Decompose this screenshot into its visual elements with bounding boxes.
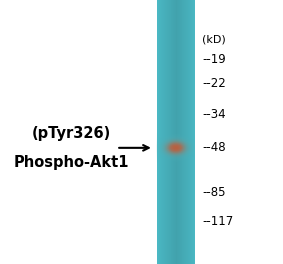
Bar <box>190 0 191 264</box>
Text: --19: --19 <box>202 53 226 66</box>
Bar <box>191 0 192 264</box>
Bar <box>161 0 162 264</box>
Bar <box>156 0 158 264</box>
Text: --48: --48 <box>202 141 226 154</box>
Bar <box>178 0 179 264</box>
Text: --85: --85 <box>202 186 226 199</box>
Bar <box>156 0 196 264</box>
Bar <box>168 0 169 264</box>
Text: Phospho-Akt1: Phospho-Akt1 <box>14 155 130 170</box>
Bar <box>183 0 184 264</box>
Bar <box>185 0 186 264</box>
Bar <box>172 0 173 264</box>
Bar <box>169 0 170 264</box>
Bar <box>188 0 189 264</box>
Bar <box>177 0 178 264</box>
Bar <box>162 0 163 264</box>
Bar <box>180 0 181 264</box>
Bar <box>192 0 194 264</box>
Bar <box>164 0 165 264</box>
Bar <box>176 0 177 264</box>
Text: --22: --22 <box>202 77 226 90</box>
Bar <box>189 0 190 264</box>
Bar <box>160 0 161 264</box>
Bar <box>165 0 166 264</box>
Bar <box>167 0 168 264</box>
Bar <box>194 0 196 264</box>
Bar <box>179 0 180 264</box>
Text: (pTyr326): (pTyr326) <box>32 126 112 141</box>
Bar <box>175 0 176 264</box>
Bar <box>182 0 183 264</box>
Bar <box>170 0 171 264</box>
Bar <box>171 0 172 264</box>
Text: (kD): (kD) <box>202 35 225 45</box>
Bar <box>166 0 167 264</box>
Bar <box>184 0 185 264</box>
Bar <box>181 0 182 264</box>
Bar <box>163 0 164 264</box>
Text: --117: --117 <box>202 215 234 228</box>
Bar <box>186 0 187 264</box>
Text: --34: --34 <box>202 108 226 121</box>
Bar <box>174 0 175 264</box>
Bar <box>173 0 174 264</box>
Bar <box>158 0 160 264</box>
Bar <box>187 0 188 264</box>
